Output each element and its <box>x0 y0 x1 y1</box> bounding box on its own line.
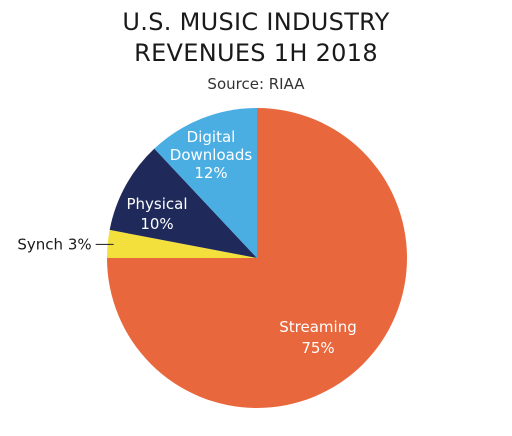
slice-name-digital-downloads: Digital <box>187 128 236 146</box>
pie-labels: Streaming 75% Synch 3% Physical 10% Digital Do… <box>17 128 356 357</box>
slice-label-digital-downloads: Digital Downloads 12% <box>170 128 253 182</box>
pie-slice-digital-downloads <box>154 108 257 258</box>
slice-value-streaming: 75% <box>301 339 334 357</box>
slice-name-digital-downloads: Downloads <box>170 146 253 164</box>
chart-title-line-1: U.S. MUSIC INDUSTRY <box>122 8 389 36</box>
slice-label-physical: Physical 10% <box>126 195 187 233</box>
chart-title-line-2: REVENUES 1H 2018 <box>134 39 378 67</box>
chart-source: Source: RIAA <box>207 75 305 93</box>
slice-name-streaming: Streaming <box>279 318 356 336</box>
pie-slice-synch <box>107 229 257 258</box>
pie-slices <box>107 108 407 408</box>
slice-label-synch: Synch 3% <box>17 235 91 253</box>
pie-slice-physical <box>109 148 257 258</box>
slice-value-digital-downloads: 12% <box>194 164 227 182</box>
slice-value-physical: 10% <box>140 215 173 233</box>
slice-label-streaming: Streaming 75% <box>279 318 356 357</box>
slice-name-physical: Physical <box>126 195 187 213</box>
